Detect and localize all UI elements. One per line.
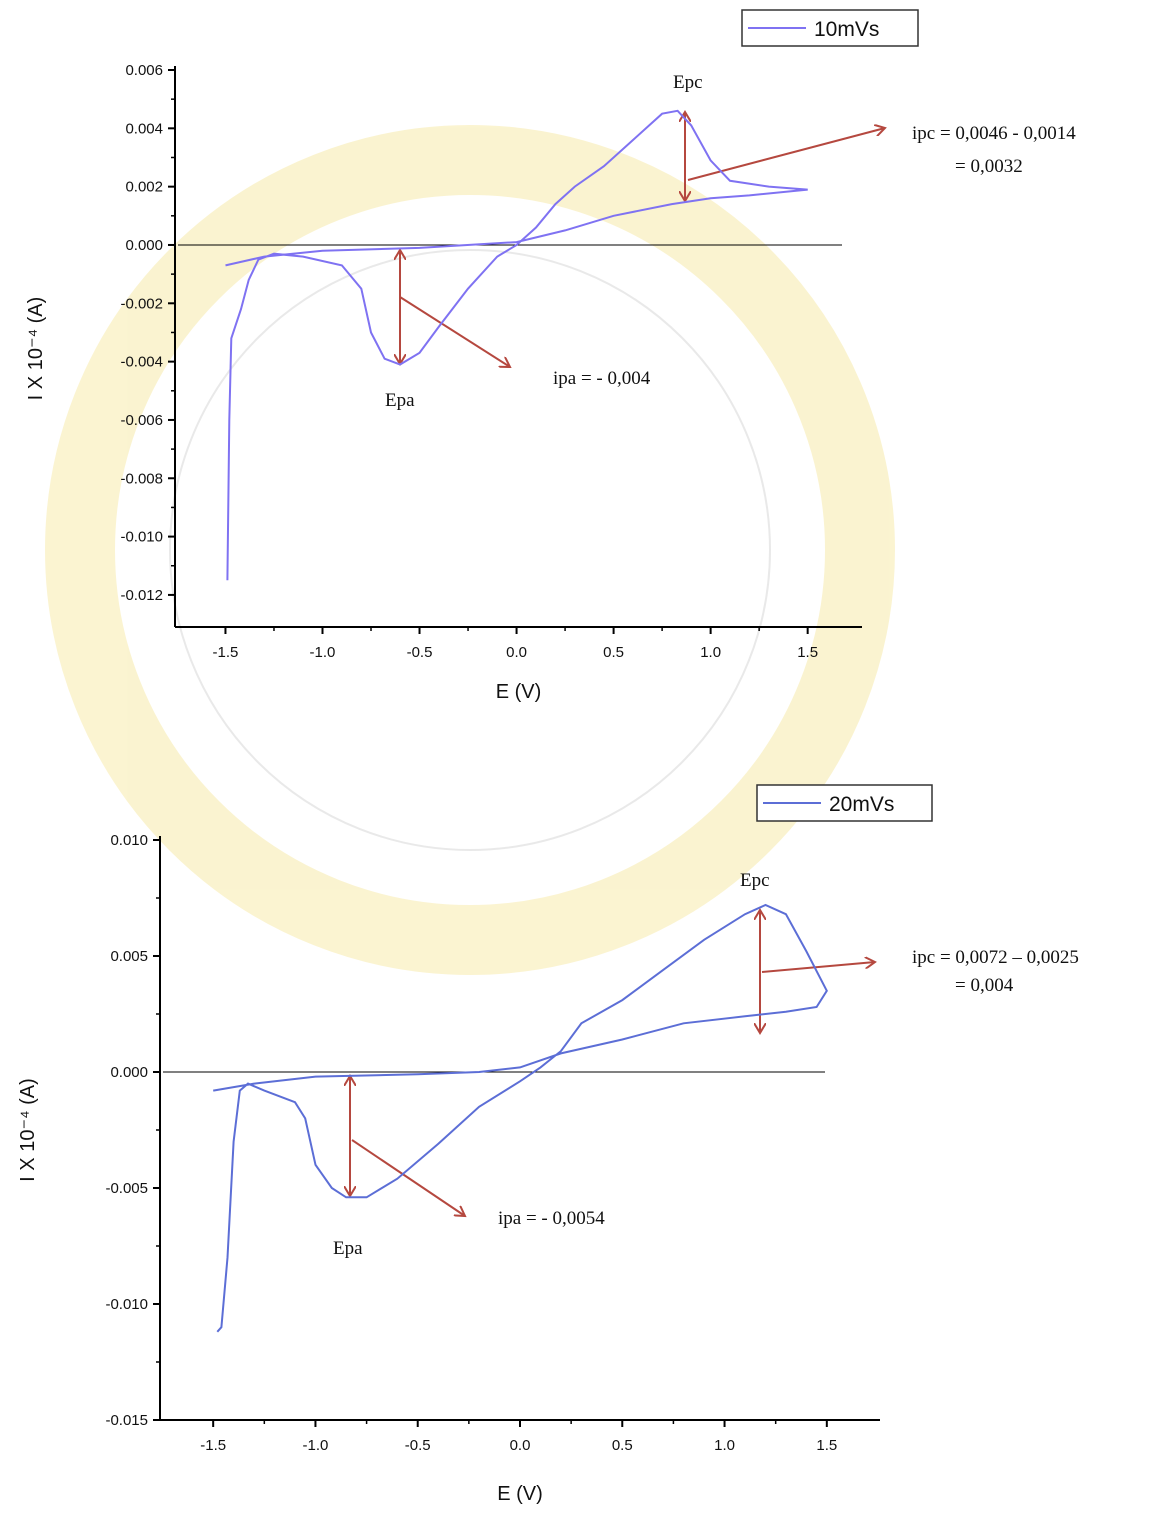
- x-tick-label: 0.0: [506, 644, 527, 661]
- x-tick-label: -1.5: [213, 644, 239, 661]
- y-tick-label: 0.002: [125, 179, 163, 196]
- annotation: Epa: [333, 1238, 363, 1259]
- annotation: Epc: [673, 72, 703, 93]
- x-tick-label: 0.5: [603, 644, 624, 661]
- y-tick-label: -0.008: [120, 470, 163, 487]
- annotation: ipc = 0,0046 - 0,0014: [912, 123, 1076, 144]
- annotation: = 0,0032: [955, 156, 1023, 177]
- y-tick-label: -0.010: [120, 529, 163, 546]
- annotation: Epc: [740, 870, 770, 891]
- x-tick-label: 1.5: [797, 644, 818, 661]
- y-tick-label: 0.006: [125, 62, 163, 79]
- legend-label: 10mVs: [814, 18, 879, 41]
- arrow: [400, 297, 510, 367]
- y-tick-label: 0.000: [110, 1064, 148, 1081]
- x-tick-label: -0.5: [405, 1437, 431, 1454]
- y-tick-label: -0.015: [105, 1412, 148, 1429]
- x-tick-label: 0.5: [612, 1437, 633, 1454]
- x-tick-label: -0.5: [407, 644, 433, 661]
- arrow: [762, 962, 875, 972]
- x-tick-label: -1.0: [303, 1437, 329, 1454]
- y-tick-label: -0.005: [105, 1180, 148, 1197]
- x-tick-label: 1.5: [816, 1437, 837, 1454]
- y-axis-label: I X 10⁻⁴ (A): [25, 297, 47, 401]
- y-tick-label: -0.006: [120, 412, 163, 429]
- y-tick-label: 0.005: [110, 948, 148, 965]
- x-axis-label: E (V): [497, 1483, 543, 1505]
- x-axis-label: E (V): [496, 681, 542, 703]
- y-axis-label: I X 10⁻⁴ (A): [17, 1078, 39, 1182]
- watermark: [80, 160, 860, 940]
- arrow: [352, 1140, 465, 1216]
- annotation: ipa = - 0,0054: [498, 1208, 605, 1229]
- page: Epc ipc = 0,0046 - 0,0014 = 0,0032 ipa =…: [0, 0, 1165, 1515]
- y-tick-label: 0.000: [125, 237, 163, 254]
- annotation: ipc = 0,0072 – 0,0025: [912, 947, 1079, 968]
- legend-label: 20mVs: [829, 793, 894, 816]
- y-tick-label: -0.010: [105, 1296, 148, 1313]
- y-tick-label: -0.004: [120, 354, 163, 371]
- y-tick-label: 0.010: [110, 832, 148, 849]
- x-tick-label: -1.5: [200, 1437, 226, 1454]
- x-tick-label: 1.0: [714, 1437, 735, 1454]
- annotation: Epa: [385, 390, 415, 411]
- x-tick-label: -1.0: [310, 644, 336, 661]
- arrow: [688, 128, 885, 180]
- annotation: ipa = - 0,004: [553, 368, 651, 389]
- x-tick-label: 0.0: [510, 1437, 531, 1454]
- chart: 0.010 0.005 0.000 -0.005 -0.010 -0.015 -1.5 -1.…: [17, 785, 932, 1505]
- x-tick-label: 1.0: [700, 644, 721, 661]
- y-tick-label: -0.002: [120, 295, 163, 312]
- y-tick-label: -0.012: [120, 587, 163, 604]
- annotation: = 0,004: [955, 975, 1014, 996]
- y-tick-label: 0.004: [125, 120, 163, 137]
